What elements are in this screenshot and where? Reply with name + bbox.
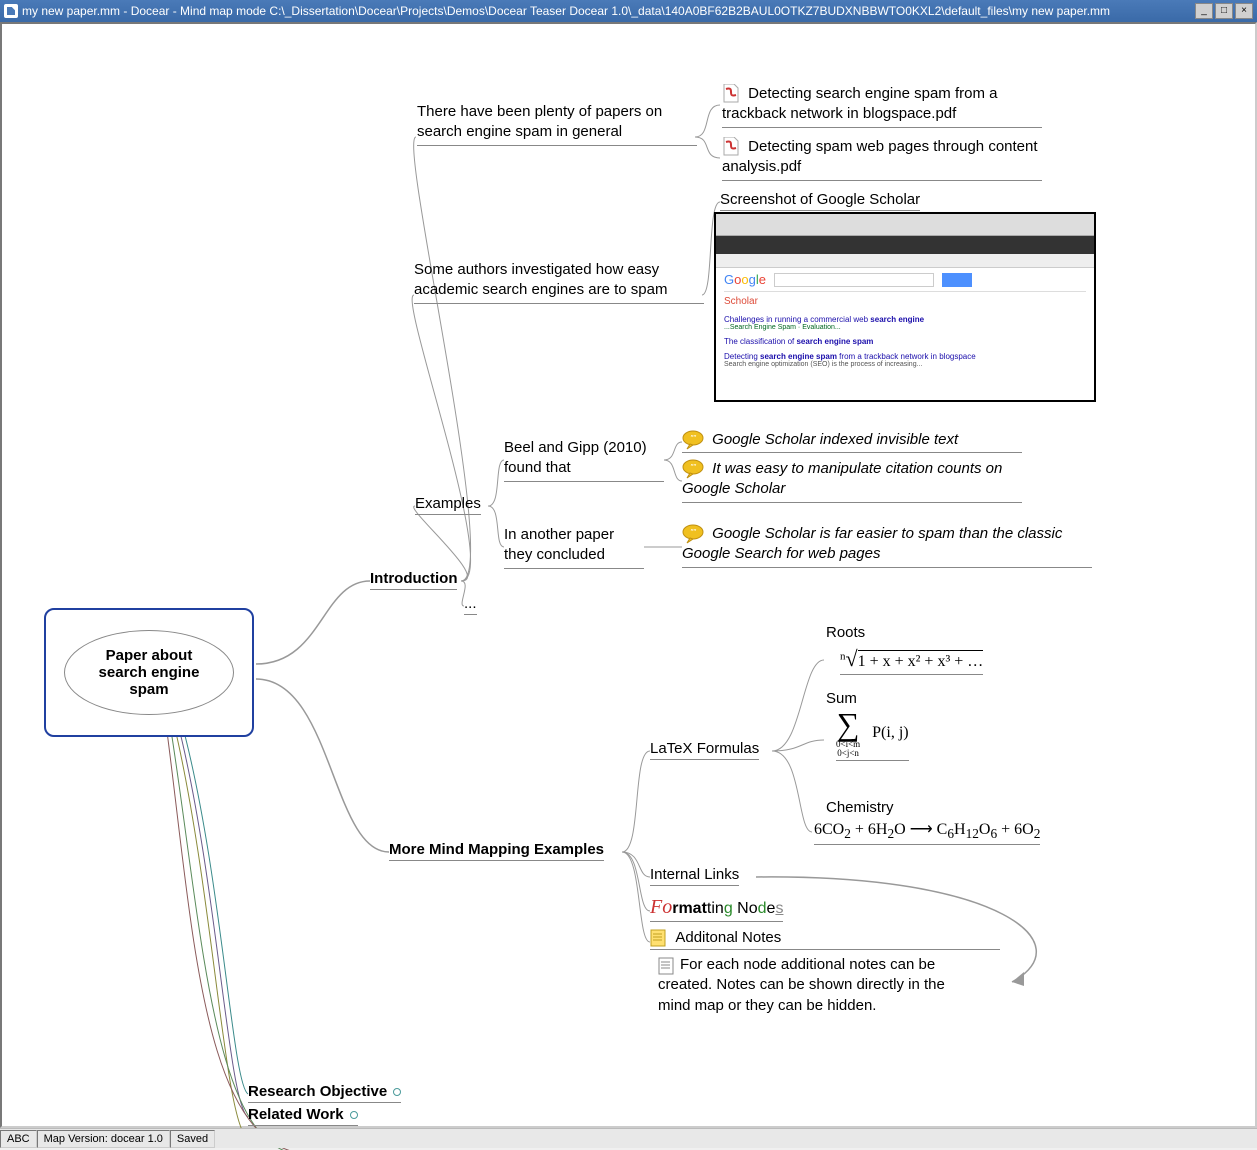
node-notes-body[interactable]: For each node additional notes can be cr… bbox=[658, 955, 948, 1016]
finding-1-text: Google Scholar indexed invisible text bbox=[712, 431, 958, 448]
node-another-paper[interactable]: In another paper they concluded bbox=[504, 525, 644, 569]
node-plenty[interactable]: There have been plenty of papers on sear… bbox=[417, 102, 697, 146]
node-finding-2[interactable]: "" It was easy to manipulate citation co… bbox=[682, 459, 1022, 503]
node-scholar-caption[interactable]: Screenshot of Google Scholar bbox=[720, 191, 920, 211]
node-some-authors[interactable]: Some authors investigated how easy acade… bbox=[414, 260, 704, 304]
collapse-indicator-icon[interactable] bbox=[350, 1111, 358, 1119]
document-icon bbox=[4, 4, 18, 18]
window-title: my new paper.mm - Docear - Mind map mode… bbox=[22, 0, 1195, 22]
finding-2-text: It was easy to manipulate citation count… bbox=[682, 460, 1002, 497]
node-latex[interactable]: LaTeX Formulas bbox=[650, 740, 759, 760]
pdf-icon bbox=[722, 84, 740, 104]
pdf-1-label: Detecting search engine spam from a trac… bbox=[722, 85, 997, 122]
node-additional-notes[interactable]: Additonal Notes bbox=[650, 929, 1000, 950]
node-related-work[interactable]: Related Work bbox=[248, 1106, 358, 1126]
node-chem-label[interactable]: Chemistry bbox=[826, 799, 894, 816]
edges-svg bbox=[2, 24, 1257, 1150]
root-label: Paper about search engine spam bbox=[64, 630, 234, 715]
minimize-button[interactable]: _ bbox=[1195, 3, 1213, 19]
node-sum-label[interactable]: Sum bbox=[826, 690, 857, 707]
node-finding-3[interactable]: "" Google Scholar is far easier to spam … bbox=[682, 524, 1092, 568]
node-roots-label[interactable]: Roots bbox=[826, 624, 865, 641]
quote-icon: "" bbox=[682, 430, 704, 450]
node-sum-formula[interactable]: ∑ 0<i<m 0<j<n P(i, j) bbox=[836, 708, 909, 761]
finding-3-text: Google Scholar is far easier to spam tha… bbox=[682, 525, 1062, 562]
node-beel-gipp[interactable]: Beel and Gipp (2010) found that bbox=[504, 438, 664, 482]
note-text-icon bbox=[658, 957, 676, 975]
window-controls: _ □ × bbox=[1195, 3, 1253, 19]
root-node[interactable]: Paper about search engine spam bbox=[44, 608, 254, 737]
node-ellipsis[interactable]: ... bbox=[464, 595, 477, 615]
node-examples[interactable]: Examples bbox=[415, 495, 481, 515]
node-finding-1[interactable]: "" Google Scholar indexed invisible text bbox=[682, 430, 1022, 453]
status-version: Map Version: docear 1.0 bbox=[37, 1130, 170, 1148]
node-more-examples[interactable]: More Mind Mapping Examples bbox=[389, 841, 604, 861]
scholar-screenshot[interactable]: Google Scholar Challenges in running a c… bbox=[714, 212, 1096, 402]
node-chem-formula[interactable]: 6CO2 + 6H2O ⟶ C6H12O6 + 6O2 bbox=[814, 819, 1040, 845]
status-saved: Saved bbox=[170, 1130, 215, 1148]
maximize-button[interactable]: □ bbox=[1215, 3, 1233, 19]
quote-icon: "" bbox=[682, 524, 704, 544]
node-introduction[interactable]: Introduction bbox=[370, 570, 457, 590]
node-pdf-1[interactable]: Detecting search engine spam from a trac… bbox=[722, 84, 1042, 128]
node-roots-formula[interactable]: n√1 + x + x² + x³ + … bbox=[840, 646, 983, 675]
notes-body-text: For each node additional notes can be cr… bbox=[658, 956, 945, 1014]
collapse-indicator-icon[interactable] bbox=[393, 1088, 401, 1096]
node-pdf-2[interactable]: Detecting spam web pages through content… bbox=[722, 137, 1042, 181]
close-button[interactable]: × bbox=[1235, 3, 1253, 19]
notes-icon bbox=[650, 929, 668, 947]
quote-icon: "" bbox=[682, 459, 704, 479]
node-formatting[interactable]: Formatting Nodes bbox=[650, 896, 783, 922]
mindmap-canvas[interactable]: Paper about search engine spam Introduct… bbox=[0, 22, 1257, 1128]
additional-notes-label: Additonal Notes bbox=[675, 929, 781, 946]
status-abc[interactable]: ABC bbox=[0, 1130, 37, 1148]
pdf-2-label: Detecting spam web pages through content… bbox=[722, 138, 1038, 175]
titlebar: my new paper.mm - Docear - Mind map mode… bbox=[0, 0, 1257, 22]
node-research-objective[interactable]: Research Objective bbox=[248, 1083, 401, 1103]
pdf-icon bbox=[722, 137, 740, 157]
statusbar: ABC Map Version: docear 1.0 Saved bbox=[0, 1128, 1257, 1148]
node-internal-links[interactable]: Internal Links bbox=[650, 866, 739, 886]
